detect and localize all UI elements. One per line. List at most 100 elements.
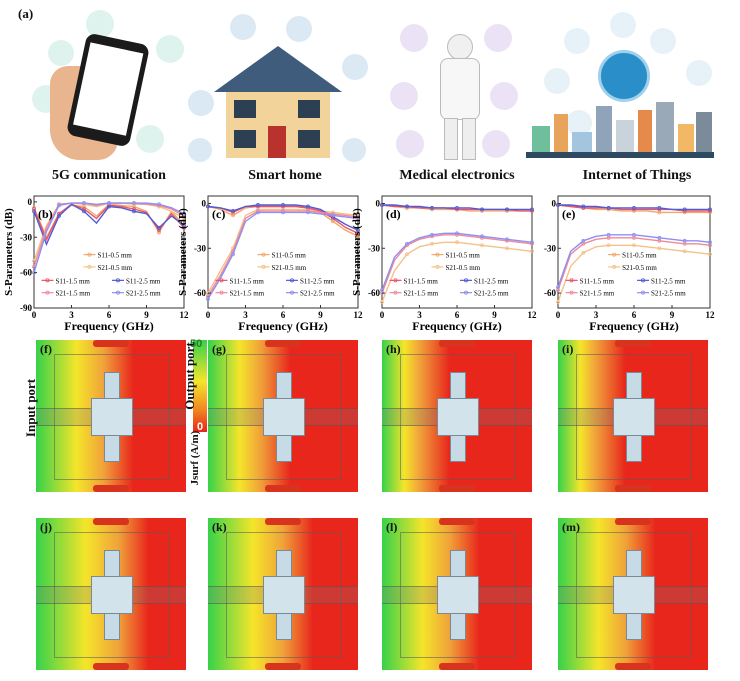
legend-label: S21-1.5 mm <box>580 290 615 298</box>
center-patch <box>613 576 655 614</box>
series-point <box>430 232 434 237</box>
y-tick-label: 0 <box>28 197 33 207</box>
series-point <box>182 223 186 228</box>
series-point <box>505 207 509 212</box>
center-patch <box>91 576 133 614</box>
x-tick-label: 6 <box>107 310 112 320</box>
filter-outline <box>400 532 516 658</box>
series-point <box>505 246 509 251</box>
chart-panel-label: (b) <box>38 207 53 221</box>
ambulance-icon <box>390 82 418 110</box>
legend-marker <box>393 290 398 295</box>
legend-marker <box>289 278 294 283</box>
port-contact <box>439 485 475 492</box>
heart-monitor-icon <box>484 24 512 52</box>
legend-marker <box>393 278 398 283</box>
city-skyline-icon <box>526 102 714 158</box>
series-point <box>231 252 235 257</box>
port-contact <box>265 340 301 347</box>
series-point <box>657 206 662 210</box>
x-tick-label: 9 <box>492 310 497 320</box>
series-point <box>331 213 335 218</box>
y-tick-label: -30 <box>20 232 32 242</box>
syringe-icon <box>400 24 428 52</box>
series-point <box>82 207 86 211</box>
chart-c: 0 3 6 9 12 0 -30 -60 (c) Frequency (GHz) S-Paramet… <box>177 195 363 333</box>
port-contact <box>615 518 651 525</box>
y-tick-label: -60 <box>544 288 556 298</box>
app-smart-home-illustration <box>186 10 370 162</box>
current-density-map: (i) <box>558 340 708 492</box>
car-icon <box>566 110 592 136</box>
app-title-5g: 5G communication <box>52 168 166 183</box>
series-line <box>207 211 359 300</box>
x-tick-label: 12 <box>180 310 190 320</box>
center-patch <box>263 398 305 436</box>
series-line <box>557 244 711 303</box>
legend-marker <box>569 290 574 295</box>
app-title-smart-home: Smart home <box>248 168 322 183</box>
map-panel-label: (h) <box>386 342 401 356</box>
series-point <box>356 216 360 221</box>
current-density-map: (f) <box>36 340 186 492</box>
series-point <box>581 250 586 255</box>
port-contact <box>93 663 129 670</box>
series-point <box>132 204 136 209</box>
y-tick-label: -30 <box>368 243 380 253</box>
legend-marker <box>641 290 646 295</box>
legend-label: S21-0.5 mm <box>98 264 133 272</box>
series-point <box>505 237 509 242</box>
series-point <box>530 207 534 212</box>
series-point <box>32 209 36 214</box>
series-point <box>606 206 611 210</box>
series-point <box>430 206 434 210</box>
series-point <box>231 209 235 213</box>
series-line <box>33 202 185 273</box>
filter-outline <box>576 532 692 658</box>
colorbar-min-label: 0 <box>197 421 204 433</box>
filter-outline <box>226 532 342 658</box>
series-line <box>557 234 711 288</box>
y-tick-label: -60 <box>194 288 206 298</box>
x-axis-label: Frequency (GHz) <box>412 319 501 333</box>
legend-label: S21-2.5 mm <box>651 290 686 298</box>
legend-label: S21-0.5 mm <box>272 264 307 272</box>
x-tick-label: 3 <box>69 310 74 320</box>
x-tick-label: 0 <box>206 310 211 320</box>
legend-marker <box>87 252 92 257</box>
current-density-map: (l) <box>382 518 532 670</box>
roof-icon <box>214 46 342 92</box>
mail-icon <box>136 125 164 153</box>
x-tick-label: 6 <box>281 310 286 320</box>
series-point <box>632 243 636 248</box>
series-point <box>82 201 86 205</box>
x-tick-label: 0 <box>380 310 385 320</box>
series-point <box>182 214 186 218</box>
x-tick-label: 9 <box>318 310 323 320</box>
series-point <box>380 300 384 304</box>
filter-outline <box>226 354 342 480</box>
output-port-label: Output port <box>182 342 197 410</box>
legend-marker <box>219 278 224 283</box>
app-medical-illustration <box>386 10 532 162</box>
series-point <box>281 203 285 207</box>
port-contact <box>265 663 301 670</box>
colorbar-max-label: 50 <box>190 338 203 350</box>
y-tick-label: -60 <box>368 288 380 298</box>
series-point <box>132 209 136 214</box>
medkit-icon <box>482 130 510 158</box>
filter-outline <box>54 532 170 658</box>
port-contact <box>615 340 651 347</box>
series-point <box>182 211 186 216</box>
series-point <box>405 204 409 209</box>
legend-label: S11-2.5 mm <box>651 277 686 285</box>
house-icon <box>226 92 330 158</box>
map-panel-label: (m) <box>562 520 580 534</box>
x-tick-label: 9 <box>670 310 675 320</box>
series-point <box>107 204 111 209</box>
current-density-map: (g) <box>208 340 358 492</box>
globe-person-icon <box>598 50 650 102</box>
series-point <box>682 249 687 254</box>
center-patch <box>437 576 479 614</box>
series-point <box>657 235 662 240</box>
